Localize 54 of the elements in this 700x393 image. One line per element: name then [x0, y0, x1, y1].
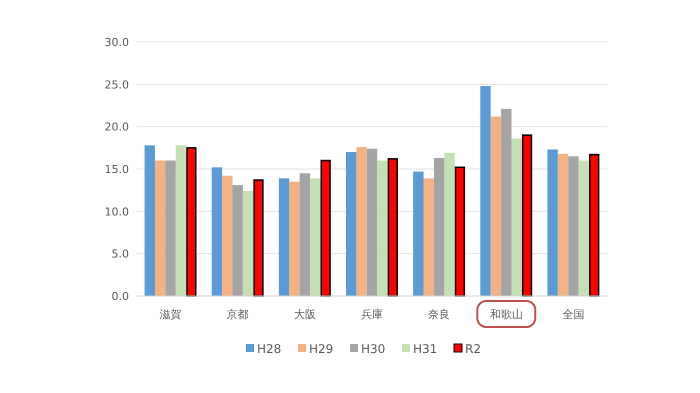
bar: [154, 160, 166, 296]
bar: [501, 108, 512, 296]
bar: [522, 134, 532, 297]
bar: [547, 150, 558, 296]
bar: [480, 86, 491, 296]
y-tick-label: 0.0: [112, 290, 129, 303]
x-tick-label: 奈良: [428, 308, 450, 321]
bar: [144, 145, 155, 296]
bar: [454, 166, 466, 297]
bar: [310, 178, 320, 296]
bar: [320, 160, 331, 297]
x-tick-label: 京都: [226, 308, 249, 321]
legend-label: R2: [465, 342, 481, 356]
x-tick-label: 滋賀: [160, 308, 182, 321]
legend-label: H29: [309, 342, 334, 356]
bar: [232, 185, 243, 296]
x-tick-label: 和歌山: [490, 308, 523, 321]
legend-label: H30: [361, 342, 386, 356]
bar: [434, 158, 444, 296]
bar: [366, 148, 378, 296]
bar: [278, 178, 290, 296]
legend-label: H31: [413, 342, 438, 356]
bar: [289, 182, 300, 296]
bar: [176, 145, 186, 296]
y-tick-label: 5.0: [112, 248, 129, 261]
bar: [413, 172, 424, 296]
bar: [558, 154, 568, 296]
y-tick-label: 25.0: [104, 78, 129, 92]
legend-label: H28: [257, 342, 282, 356]
x-tick-label: 大阪: [294, 308, 316, 321]
bar: [242, 191, 254, 296]
bar: [589, 154, 600, 297]
bar: [165, 160, 176, 296]
bar: [222, 176, 233, 296]
bar: [212, 167, 222, 296]
bar: [346, 152, 356, 296]
bar: [186, 147, 197, 297]
bar: [444, 152, 455, 296]
y-tick-label: 10.0: [104, 205, 129, 218]
bar: [568, 156, 579, 296]
x-tick-label: 全国: [562, 308, 584, 321]
bar: [578, 160, 590, 296]
y-tick-label: 20.0: [104, 120, 129, 134]
x-tick-label: 兵庫: [361, 308, 383, 321]
bar: [253, 179, 264, 297]
y-tick-label: 15.0: [104, 163, 129, 176]
bar: [300, 173, 310, 296]
bar: [356, 146, 367, 296]
y-tick-label: 30.0: [104, 36, 129, 49]
bar: [388, 158, 398, 297]
bar: [424, 178, 434, 296]
bar: [511, 138, 522, 296]
bar: [377, 160, 388, 296]
bar: [490, 116, 502, 296]
